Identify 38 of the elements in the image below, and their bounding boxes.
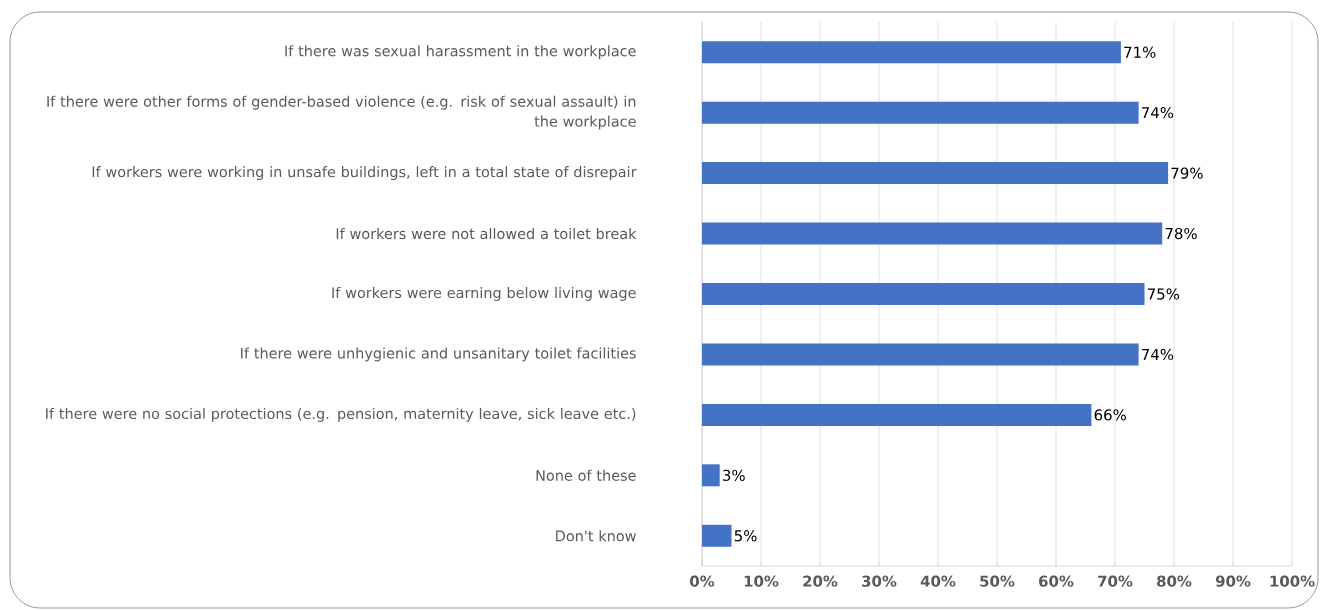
data-label: 74% (1142, 348, 1174, 361)
y-tick-label: If workers were earning below living wage (332, 286, 636, 301)
bar (702, 524, 732, 547)
y-tick-label: Don't know (556, 530, 636, 542)
bar (702, 162, 1169, 185)
bar (702, 282, 1145, 305)
data-label: 3% (723, 469, 745, 481)
y-tick-label: If there were no social protections (e.g. pension, maternity leave, sick leave etc.) (46, 407, 636, 422)
bar (702, 41, 1121, 64)
data-label: 79% (1171, 167, 1203, 179)
y-tick-label: If there were other forms of gender-based violence (e.g. risk of sexual assault) in the workplace (47, 95, 636, 130)
data-label: 74% (1142, 107, 1174, 119)
bar (702, 343, 1139, 366)
y-tick-label: If workers were not allowed a toilet break (336, 227, 637, 240)
x-tick-label: 20% (803, 575, 838, 587)
x-tick-label: 0% (690, 575, 715, 587)
x-tick-label: 10% (744, 575, 779, 587)
x-tick-label: 70% (1098, 575, 1133, 587)
bar (702, 222, 1163, 245)
data-label: 71% (1124, 46, 1156, 58)
y-tick-label: None of these (536, 469, 636, 481)
x-tick-label: 90% (1215, 575, 1251, 587)
x-tick-label: 50% (980, 575, 1015, 587)
bar (702, 101, 1139, 124)
y-tick-label: If there were unhygienic and unsanitary toilet facilities (241, 347, 636, 362)
x-tick-label: 100% (1270, 575, 1315, 587)
data-label: 75% (1147, 288, 1180, 300)
x-tick-label: 40% (920, 575, 956, 587)
bar (702, 403, 1092, 426)
y-tick-label: If there was sexual harassment in the workplace (285, 45, 636, 60)
y-tick-label: If workers were working in unsafe buildings, left in a total state of disrepair (92, 166, 637, 181)
data-label: 5% (734, 530, 757, 542)
x-tick-label: 60% (1039, 575, 1074, 587)
x-tick-label: 80% (1157, 575, 1192, 587)
data-label: 66% (1094, 409, 1126, 421)
data-label: 78% (1165, 227, 1197, 240)
bar (702, 464, 720, 487)
x-tick-label: 30% (862, 575, 897, 587)
